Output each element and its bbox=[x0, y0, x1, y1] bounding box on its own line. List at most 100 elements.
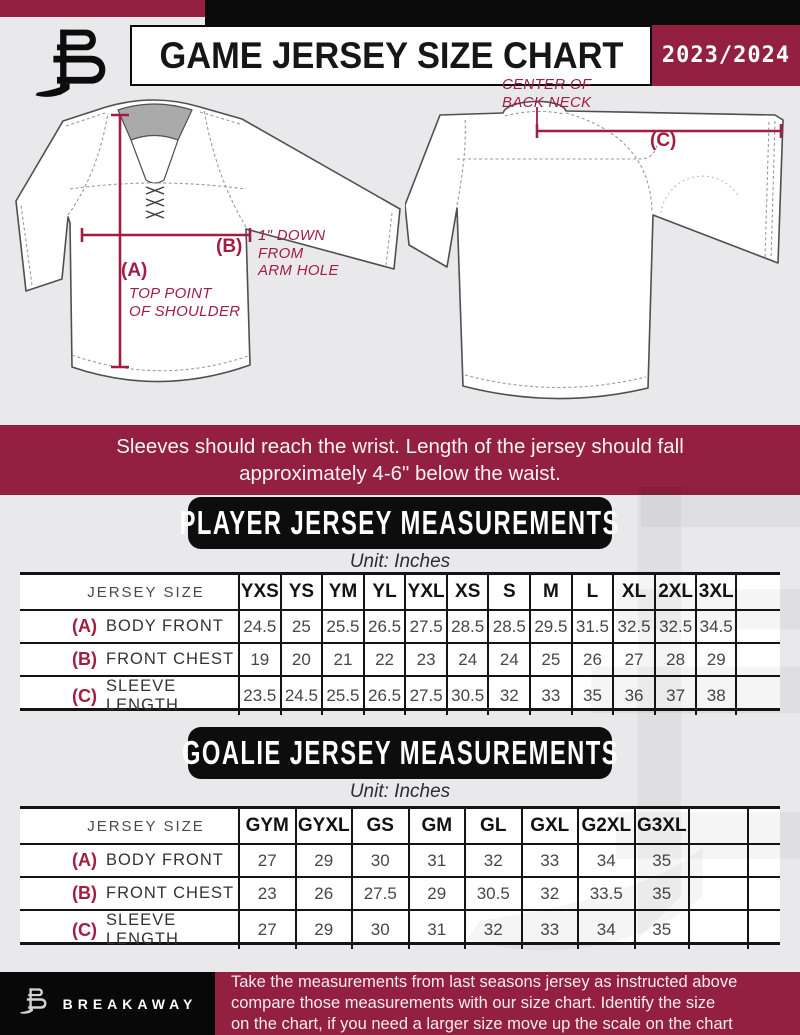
row-measure-key: (A) bbox=[72, 850, 97, 870]
value-cell: 25.5 bbox=[321, 677, 363, 715]
size-column-header: XS bbox=[445, 575, 488, 609]
page-title: GAME JERSEY SIZE CHART bbox=[159, 34, 623, 76]
size-column-header: GYM bbox=[238, 809, 295, 843]
size-column-header: 3XL bbox=[695, 575, 737, 609]
row-label-cell: (B) FRONT CHEST bbox=[20, 878, 238, 909]
row-label-cell: (A) BODY FRONT bbox=[20, 845, 238, 876]
measure-c-label: (C) bbox=[650, 130, 677, 151]
top-point-of-shoulder-note: TOP POINT OF SHOULDER bbox=[129, 285, 241, 320]
value-cell: 34 bbox=[577, 845, 634, 876]
value-cell: 26.5 bbox=[362, 677, 405, 715]
front-jersey-diagram bbox=[15, 99, 401, 383]
empty-cell bbox=[737, 677, 780, 715]
value-cell: 19 bbox=[238, 644, 280, 675]
title-card: GAME JERSEY SIZE CHART bbox=[130, 25, 652, 86]
value-cell: 33 bbox=[520, 911, 578, 949]
player-size-table: JERSEY SIZE YXS YS YM YL YXL XS S M L XL 2XL 3XL (A) B… bbox=[20, 572, 780, 715]
brand-name: BREAKAWAY bbox=[62, 995, 198, 1012]
goalie-size-table: JERSEY SIZE GYM GYXL GS GM GL GXL G2XL G3XL (A) BO… bbox=[20, 806, 780, 949]
value-cell: 27.5 bbox=[351, 878, 408, 909]
row-measure-label: SLEEVE LENGTH bbox=[106, 677, 179, 714]
value-cell: 29 bbox=[294, 911, 352, 949]
size-column-header: YXS bbox=[238, 575, 280, 609]
player-section-title: PLAYER JERSEY MEASUREMENTS bbox=[179, 504, 621, 541]
value-cell: 22 bbox=[362, 644, 405, 675]
size-column-header: M bbox=[529, 575, 571, 609]
breakaway-logo-icon bbox=[35, 29, 106, 97]
table-row: (B) FRONT CHEST 19 20 21 22 23 24 24 25 26 27 28 29 bbox=[20, 642, 780, 675]
value-cell: 32.5 bbox=[653, 611, 696, 642]
value-cell: 24.5 bbox=[238, 611, 280, 642]
value-cell: 36 bbox=[612, 677, 654, 715]
fit-note-line2: approximately 4-6" below the waist. bbox=[239, 462, 561, 485]
value-cell: 23 bbox=[238, 878, 295, 909]
empty-cell bbox=[737, 575, 780, 609]
table-row: (A) BODY FRONT 24.5 25 25.5 26.5 27.5 28.5 28.5 2… bbox=[20, 609, 780, 642]
empty-cell bbox=[690, 878, 749, 909]
row-measure-key: (B) bbox=[72, 649, 97, 669]
value-cell: 25 bbox=[279, 611, 322, 642]
value-cell: 29 bbox=[695, 644, 737, 675]
goalie-section-header: GOALIE JERSEY MEASUREMENTS bbox=[181, 727, 617, 779]
value-cell: 31.5 bbox=[570, 611, 613, 642]
top-black-bar bbox=[205, 0, 800, 25]
value-cell: 23.5 bbox=[238, 677, 280, 715]
table-row: (B) FRONT CHEST 23 26 27.5 29 30.5 32 33.5 35 bbox=[20, 876, 780, 909]
size-column-header: XL bbox=[612, 575, 654, 609]
size-column-header: 2XL bbox=[653, 575, 696, 609]
measure-b-label: (B) bbox=[216, 236, 243, 257]
value-cell: 32 bbox=[464, 845, 521, 876]
table-row: (A) BODY FRONT 27 29 30 31 32 33 34 35 bbox=[20, 843, 780, 876]
footer-brand-block: BREAKAWAY bbox=[0, 972, 215, 1035]
footer-line: on the chart, if you need a larger size … bbox=[231, 1015, 733, 1034]
value-cell: 29 bbox=[294, 845, 352, 876]
value-cell: 30 bbox=[351, 911, 408, 949]
value-cell: 28.5 bbox=[445, 611, 488, 642]
footer-instructions: Take the measurements from last seasons … bbox=[215, 972, 800, 1035]
size-column-header: GXL bbox=[520, 809, 578, 843]
jersey-size-header-label: JERSEY SIZE bbox=[87, 817, 205, 835]
table-header-row: JERSEY SIZE YXS YS YM YL YXL XS S M L XL 2XL 3XL bbox=[20, 575, 780, 609]
size-column-header: G3XL bbox=[633, 809, 690, 843]
size-column-header: YS bbox=[279, 575, 322, 609]
value-cell: 33 bbox=[520, 845, 578, 876]
value-cell: 24 bbox=[445, 644, 488, 675]
row-measure-key: (C) bbox=[72, 919, 97, 940]
size-column-header: G2XL bbox=[577, 809, 634, 843]
row-measure-label: BODY FRONT bbox=[106, 617, 224, 635]
empty-cell bbox=[690, 911, 749, 949]
filler-cell bbox=[749, 809, 780, 843]
value-cell: 23 bbox=[404, 644, 446, 675]
value-cell: 35 bbox=[633, 845, 690, 876]
row-measure-label: FRONT CHEST bbox=[106, 650, 235, 668]
value-cell: 32 bbox=[520, 878, 578, 909]
value-cell: 30 bbox=[351, 845, 408, 876]
value-cell: 28 bbox=[653, 644, 696, 675]
size-column-header: GL bbox=[464, 809, 521, 843]
value-cell: 32.5 bbox=[612, 611, 654, 642]
size-column-header: L bbox=[570, 575, 613, 609]
value-cell: 31 bbox=[407, 845, 465, 876]
value-cell: 31 bbox=[407, 911, 465, 949]
value-cell: 35 bbox=[633, 878, 690, 909]
value-cell: 27.5 bbox=[404, 611, 446, 642]
footer: BREAKAWAY Take the measurements from las… bbox=[0, 972, 800, 1035]
value-cell: 32 bbox=[464, 911, 521, 949]
empty-cell bbox=[690, 845, 749, 876]
goalie-section-title: GOALIE JERSEY MEASUREMENTS bbox=[181, 734, 619, 771]
table-row: (C) SLEEVE LENGTH 23.5 24.5 25.5 26.5 27.5 30.5… bbox=[20, 675, 780, 715]
season-box: 2023/2024 bbox=[652, 25, 800, 86]
value-cell: 35 bbox=[633, 911, 690, 949]
value-cell: 34 bbox=[577, 911, 634, 949]
filler-cell bbox=[749, 845, 780, 876]
value-cell: 27 bbox=[238, 911, 295, 949]
value-cell: 30.5 bbox=[445, 677, 488, 715]
row-measure-label: BODY FRONT bbox=[106, 851, 224, 869]
value-cell: 37 bbox=[653, 677, 696, 715]
value-cell: 30.5 bbox=[464, 878, 521, 909]
value-cell: 25.5 bbox=[321, 611, 363, 642]
filler-cell bbox=[749, 911, 780, 949]
row-label-cell: (C) SLEEVE LENGTH bbox=[20, 911, 238, 949]
value-cell: 20 bbox=[279, 644, 322, 675]
